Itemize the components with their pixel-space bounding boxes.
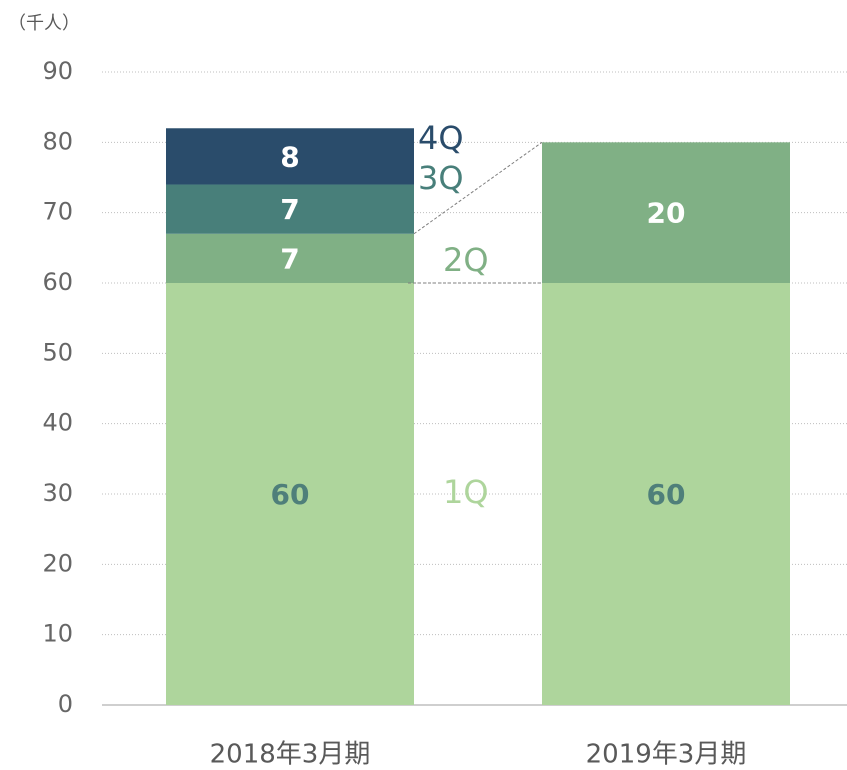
y-tick-label: 70 <box>42 198 73 226</box>
bar-segment <box>542 142 790 283</box>
y-tick-label: 20 <box>42 549 73 577</box>
data-label: 7 <box>280 193 299 226</box>
bar-segment <box>166 184 414 234</box>
series-label: 3Q <box>418 159 464 197</box>
data-label: 60 <box>647 478 686 511</box>
y-tick-label: 0 <box>58 690 73 718</box>
bar-segment <box>166 128 414 185</box>
data-label: 8 <box>280 140 299 173</box>
data-label: 60 <box>271 478 310 511</box>
x-tick-label: 2018年3月期 <box>210 740 371 770</box>
y-tick-label: 10 <box>42 620 73 648</box>
unit-label: （千人） <box>8 13 80 34</box>
y-tick-label: 40 <box>42 409 73 437</box>
x-tick-label: 2019年3月期 <box>586 740 747 770</box>
series-label: 1Q <box>443 473 489 511</box>
y-tick-label: 60 <box>42 268 73 296</box>
data-label: 7 <box>280 242 299 275</box>
y-tick-label: 90 <box>42 57 73 85</box>
series-label: 2Q <box>443 241 489 279</box>
y-tick-label: 30 <box>42 479 73 507</box>
bar-segment <box>542 283 790 705</box>
y-tick-label: 80 <box>42 127 73 155</box>
series-label: 4Q <box>418 119 464 157</box>
bar-segment <box>166 283 414 705</box>
connector-line <box>413 141 543 235</box>
y-tick-label: 50 <box>42 338 73 366</box>
bar-segment <box>166 233 414 283</box>
data-label: 20 <box>647 197 686 230</box>
